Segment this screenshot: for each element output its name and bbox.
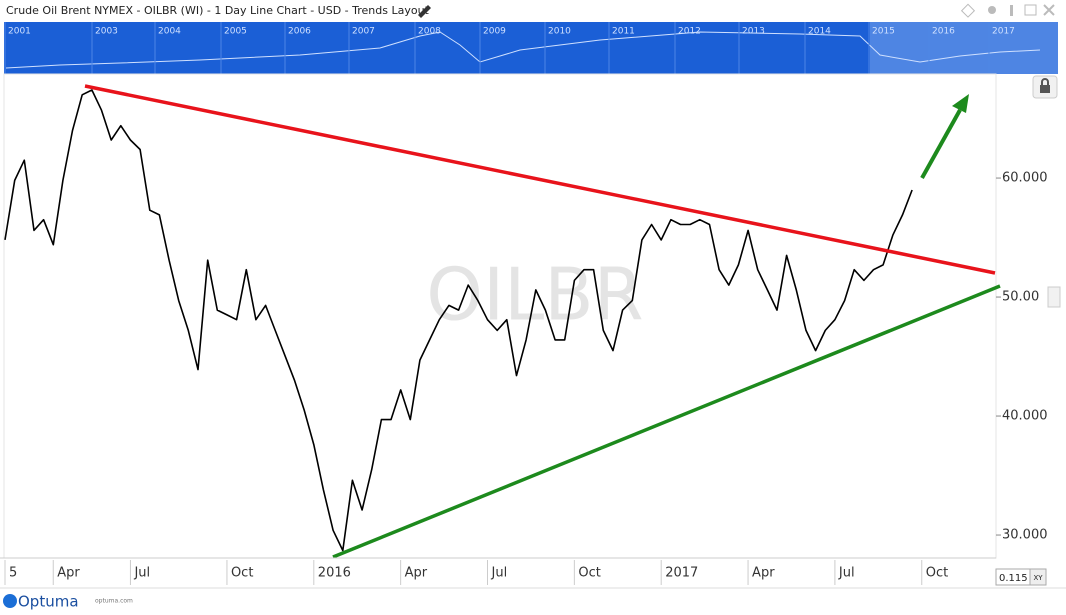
navigator-label: 2001 — [8, 27, 31, 37]
plot — [4, 89, 913, 552]
x-tick-label: Jul — [491, 566, 508, 581]
icon[interactable] — [1024, 4, 1037, 16]
x-tick-label: Oct — [926, 566, 948, 581]
navigator-label: 2014 — [808, 27, 831, 37]
x-tick-label: Apr — [752, 566, 775, 581]
mode-label: XY — [1033, 574, 1043, 582]
x-tick-label: 2016 — [318, 566, 351, 581]
x-tick-label: Jul — [133, 566, 150, 581]
navigator-label: 2009 — [483, 27, 506, 37]
navigator-line — [5, 31, 1041, 69]
navigator-label: 2008 — [418, 27, 441, 37]
icon[interactable] — [1010, 5, 1013, 16]
scale-value: 0.115 — [999, 573, 1028, 584]
y-tick-label: 30.000 — [1002, 528, 1048, 543]
mode-box[interactable] — [1029, 568, 1047, 586]
navigator-label: 2012 — [678, 27, 701, 37]
brand: Optuma — [18, 593, 79, 611]
y-tick-label: 40.000 — [1002, 409, 1048, 424]
navigator-label: 2017 — [992, 27, 1015, 37]
y-tick-label: 50.00 — [1002, 290, 1039, 305]
navigator-label: 2011 — [612, 27, 635, 37]
icon[interactable] — [988, 6, 996, 14]
window-title: Crude Oil Brent NYMEX - OILBR (WI) - 1 D… — [6, 4, 430, 17]
navigator-label: 2006 — [288, 27, 311, 37]
lock-icon — [1040, 85, 1050, 93]
navigator-label: 2013 — [742, 27, 765, 37]
arrow-head — [952, 94, 969, 113]
resistance-trendline — [84, 84, 996, 275]
x-tick-label: Oct — [231, 566, 253, 581]
navigator-label: 2010 — [548, 27, 571, 37]
x-tick-label: Apr — [405, 566, 428, 581]
x-tick-label: 5 — [9, 566, 17, 581]
navigator-selection[interactable] — [870, 22, 1058, 74]
icon[interactable] — [960, 3, 976, 18]
support-trendline — [332, 284, 1001, 559]
icon[interactable] — [1043, 4, 1055, 16]
edit-icon[interactable] — [418, 5, 431, 18]
axis-collapse[interactable] — [1047, 286, 1061, 308]
navigator-label: 2005 — [224, 27, 247, 37]
x-tick-label: Apr — [57, 566, 80, 581]
x-tick-label: Jul — [838, 566, 855, 581]
plot-area — [3, 73, 997, 559]
x-tick-label: 2017 — [665, 566, 698, 581]
arrow-shaft — [920, 109, 962, 179]
navigator-label: 2015 — [872, 27, 895, 37]
price-line — [4, 89, 913, 552]
navigator-label: 2004 — [158, 27, 181, 37]
navigator-labels: 2001 2003 2004 2005 2006 2007 2008 2009 2010 2011… — [4, 22, 1015, 74]
navigator-label: 2016 — [932, 27, 955, 37]
navigator-label: 2003 — [95, 27, 118, 37]
navigator-label: 2007 — [352, 27, 375, 37]
brand-site: optuma.com — [95, 598, 133, 605]
x-tick-label: Oct — [578, 566, 600, 581]
y-tick-label: 60.000 — [1002, 171, 1048, 186]
toolbar-icons — [960, 3, 1055, 18]
brand-logo — [3, 594, 17, 608]
lock-shackle — [1041, 78, 1049, 85]
